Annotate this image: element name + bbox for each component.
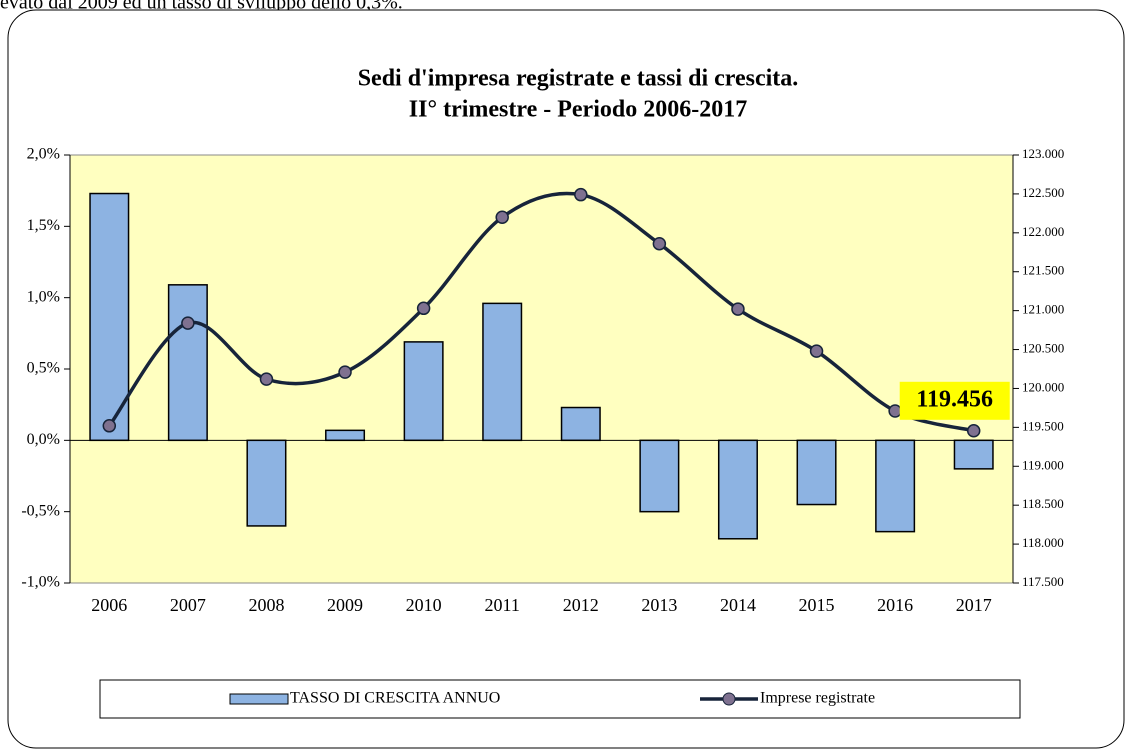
y-tick-label: 2,0% (27, 146, 60, 163)
bar (639, 439, 680, 513)
marker (652, 236, 667, 251)
y-tick-label: 0,5% (27, 360, 60, 377)
y-tick-label: 1,5% (27, 217, 60, 234)
x-tick-label: 2017 (956, 595, 992, 615)
bar (560, 406, 601, 442)
bar (246, 439, 287, 527)
x-tick-label: 2015 (799, 595, 835, 615)
chart-subtitle: II° trimestre - Periodo 2006-2017 (409, 97, 747, 123)
bar (89, 192, 130, 442)
marker (416, 301, 431, 316)
chart-title: Sedi d'impresa registrate e tassi di cre… (358, 66, 799, 92)
x-tick-label: 2011 (485, 595, 520, 615)
x-tick-label: 2014 (720, 595, 756, 615)
y2-tick-label: 122.000 (1022, 224, 1064, 239)
bar (167, 284, 208, 442)
plot-area (69, 154, 1014, 584)
y2-tick-label: 119.500 (1022, 418, 1064, 433)
y-tick-label: -0,5% (21, 502, 60, 519)
legend-label: TASSO DI CRESCITA ANNUO (290, 690, 500, 707)
marker (102, 419, 117, 433)
marker (809, 344, 824, 358)
y2-tick-label: 120.000 (1022, 379, 1064, 394)
marker (181, 316, 195, 330)
bar (953, 439, 994, 470)
bar (325, 429, 366, 442)
bar (796, 439, 837, 506)
bar (717, 439, 758, 540)
bar (482, 302, 523, 442)
x-tick-label: 2013 (641, 595, 677, 615)
y2-tick-label: 121.000 (1022, 302, 1064, 317)
legend-swatch (229, 693, 289, 705)
y-tick-label: 1,0% (27, 288, 60, 305)
x-tick-label: 2012 (563, 595, 599, 615)
bar (403, 341, 444, 442)
x-tick-label: 2007 (170, 595, 206, 615)
data-label-box (899, 381, 1010, 420)
x-tick-label: 2006 (91, 595, 127, 615)
x-tick-label: 2016 (877, 595, 913, 615)
y2-tick-label: 119.000 (1022, 457, 1064, 472)
y-tick-label: -1,0% (21, 574, 60, 591)
y2-tick-label: 117.500 (1022, 574, 1064, 589)
x-tick-label: 2008 (248, 595, 284, 615)
legend-marker (722, 692, 736, 706)
x-tick-label: 2010 (406, 595, 442, 615)
y2-tick-label: 121.500 (1022, 263, 1064, 278)
x-tick-label: 2009 (327, 595, 363, 615)
y2-tick-label: 118.500 (1022, 496, 1064, 511)
y-tick-label: 0,0% (27, 431, 60, 448)
y2-tick-label: 123.000 (1022, 146, 1064, 161)
y2-tick-label: 120.500 (1022, 341, 1064, 356)
marker (731, 302, 745, 316)
bar (875, 439, 916, 533)
data-label: 119.456 (916, 386, 993, 412)
y2-tick-label: 122.500 (1022, 185, 1064, 200)
marker (574, 187, 588, 202)
y2-tick-label: 118.000 (1022, 535, 1064, 550)
marker (888, 404, 902, 418)
marker (495, 210, 509, 225)
marker (338, 365, 352, 379)
legend-label: Imprese registrate (760, 690, 875, 707)
marker (259, 372, 274, 386)
marker (966, 424, 981, 438)
